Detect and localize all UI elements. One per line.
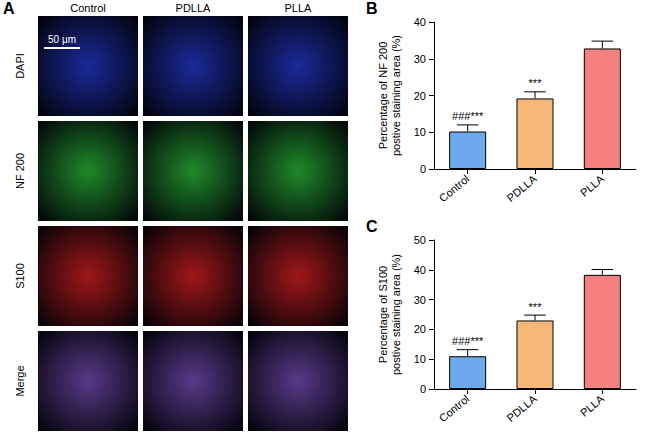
- svg-text:PLLA: PLLA: [285, 2, 313, 14]
- svg-text:40: 40: [414, 16, 426, 28]
- svg-text:###***: ###***: [452, 335, 484, 347]
- svg-text:PLLA: PLLA: [578, 172, 607, 199]
- svg-text:A: A: [3, 0, 15, 17]
- svg-text:40: 40: [414, 264, 426, 276]
- svg-text:postive staining area (%): postive staining area (%): [390, 35, 402, 156]
- svg-text:***: ***: [529, 77, 543, 89]
- html-text:B: B: [366, 0, 378, 17]
- svg-text:Control: Control: [437, 392, 472, 424]
- svg-text:20: 20: [414, 90, 426, 102]
- svg-text:50: 50: [414, 234, 426, 246]
- svg-text:PDLLA: PDLLA: [504, 172, 539, 204]
- svg-text:***: ***: [529, 301, 543, 313]
- svg-text:###***: ###***: [452, 110, 484, 122]
- svg-text:Control: Control: [70, 2, 105, 14]
- svg-text:30: 30: [414, 53, 426, 65]
- svg-text:PLLA: PLLA: [578, 392, 607, 419]
- svg-text:0: 0: [420, 383, 426, 395]
- svg-text:Merge: Merge: [14, 365, 26, 396]
- svg-text:PDLLA: PDLLA: [176, 2, 212, 14]
- svg-text:20: 20: [414, 323, 426, 335]
- svg-text:Percentage of NF 200: Percentage of NF 200: [377, 42, 389, 150]
- svg-text:DAPI: DAPI: [14, 53, 26, 79]
- svg-text:postive staining area (%): postive staining area (%): [390, 254, 402, 375]
- svg-text:Control: Control: [437, 172, 472, 204]
- svg-text:10: 10: [414, 353, 426, 365]
- svg-text:Percentage of S100: Percentage of S100: [377, 266, 389, 363]
- svg-text:50 μm: 50 μm: [48, 34, 76, 45]
- svg-text:PDLLA: PDLLA: [504, 392, 539, 424]
- svg-text:NF 200: NF 200: [14, 153, 26, 189]
- html-text:C: C: [366, 218, 378, 235]
- svg-text:0: 0: [420, 163, 426, 175]
- svg-text:10: 10: [414, 126, 426, 138]
- svg-text:S100: S100: [14, 263, 26, 289]
- svg-text:30: 30: [414, 294, 426, 306]
